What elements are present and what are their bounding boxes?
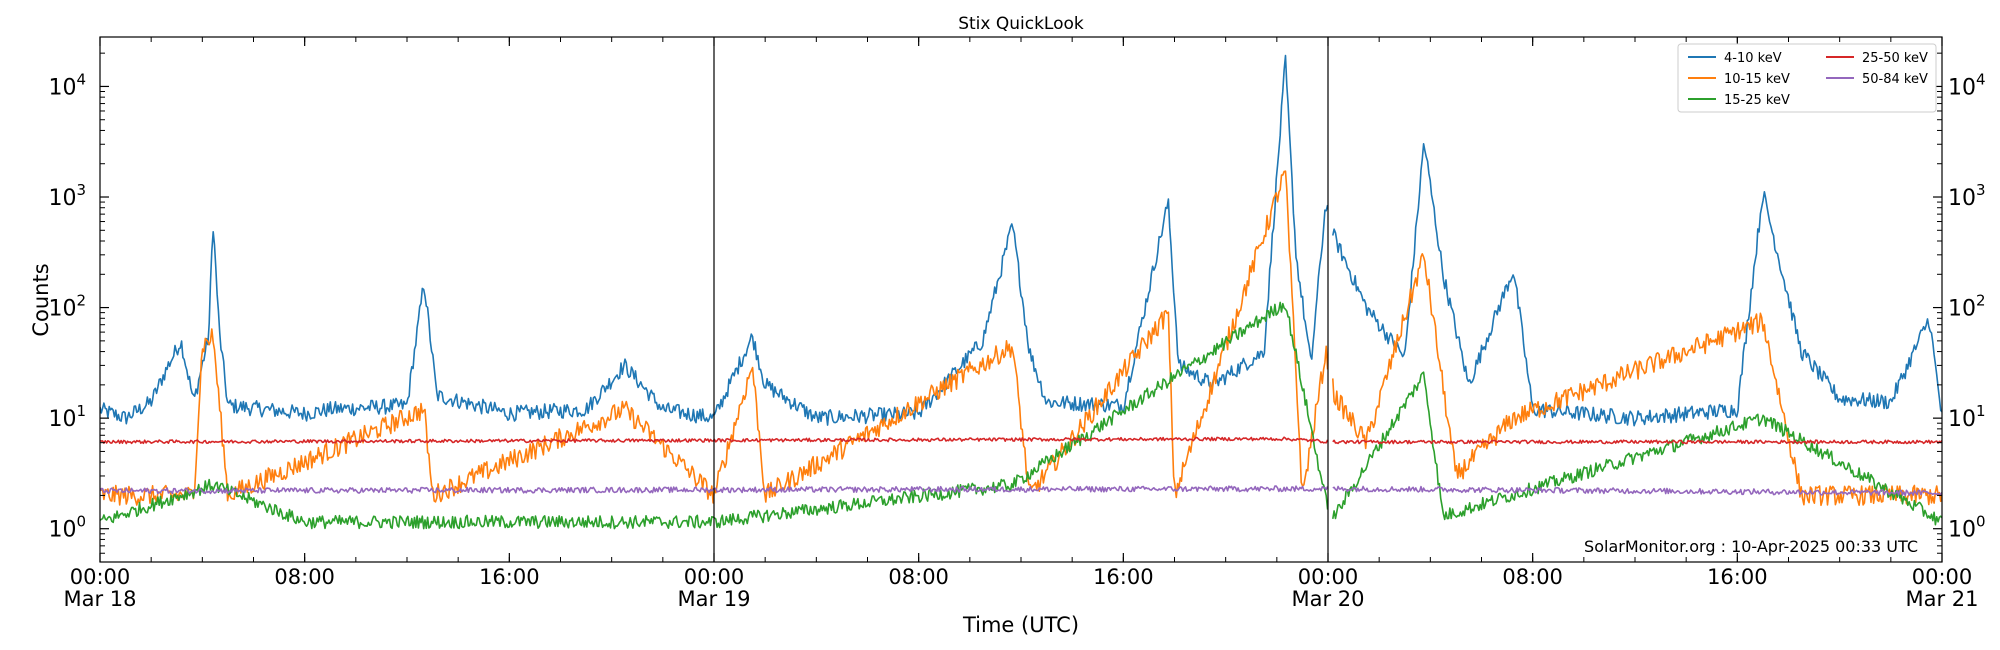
x-tick-label-time: 00:00 (1298, 565, 1359, 589)
x-tick-label-time: 16:00 (479, 565, 540, 589)
y-tick-label-right: 102 (1948, 292, 1986, 322)
legend-label: 10-15 keV (1724, 72, 1790, 87)
y-tick-label-left: 103 (48, 181, 86, 211)
y-tick-label-left: 101 (48, 402, 86, 432)
x-tick-label-time: 08:00 (888, 565, 949, 589)
x-tick-label-time: 00:00 (1912, 565, 1973, 589)
legend-box (1677, 43, 1937, 113)
x-tick-label-date: Mar 20 (1291, 587, 1364, 611)
series-10-15-kev (100, 170, 1942, 507)
x-tick-label-date: Mar 19 (677, 587, 750, 611)
y-tick-label-left: 104 (48, 70, 86, 100)
y-axis-label: Counts (29, 263, 53, 336)
x-tick-label-time: 08:00 (274, 565, 335, 589)
series-line (1332, 371, 1942, 526)
x-tick-label-date: Mar 18 (63, 587, 136, 611)
legend-label: 15-25 keV (1724, 93, 1790, 108)
legend-label: 4-10 keV (1724, 51, 1782, 66)
x-tick-label-time: 00:00 (684, 565, 745, 589)
y-tick-label-left: 100 (48, 513, 86, 543)
plot-frame (99, 36, 1943, 563)
x-tick-label-time: 16:00 (1707, 565, 1768, 589)
series-line (1332, 485, 1942, 497)
y-axis-ticks: 100 100 101 101 102 102 103 103 104 104 (48, 52, 1986, 563)
legend-label: 25-50 keV (1862, 51, 1928, 66)
series-4-10-kev (100, 54, 1942, 427)
x-axis-label: Time (UTC) (962, 613, 1079, 637)
x-tick-label-time: 16:00 (1093, 565, 1154, 589)
chart-title: Stix QuickLook (958, 14, 1084, 34)
x-tick-label-date: Mar 21 (1905, 587, 1978, 611)
day-boundaries (713, 37, 1329, 562)
y-tick-label-right: 101 (1948, 402, 1986, 432)
x-tick-label-time: 00:00 (70, 565, 131, 589)
series-50-84-kev (100, 485, 1942, 497)
legend: 4-10 keV 10-15 keV 15-25 keV 25-50 keV 50-84… (1677, 43, 1937, 113)
y-tick-label-right: 104 (1948, 70, 1986, 100)
series-25-50-kev (100, 436, 1942, 445)
series-line (1332, 143, 1942, 427)
series-line (1332, 439, 1942, 445)
y-tick-label-right: 103 (1948, 181, 1986, 211)
y-tick-label-left: 102 (48, 292, 86, 322)
series-layer (100, 54, 1942, 530)
source-annotation: SolarMonitor.org : 10-Apr-2025 00:33 UTC (1584, 537, 1918, 556)
y-tick-label-right: 100 (1948, 513, 1986, 543)
legend-label: 50-84 keV (1862, 72, 1928, 87)
x-tick-label-time: 08:00 (1502, 565, 1563, 589)
